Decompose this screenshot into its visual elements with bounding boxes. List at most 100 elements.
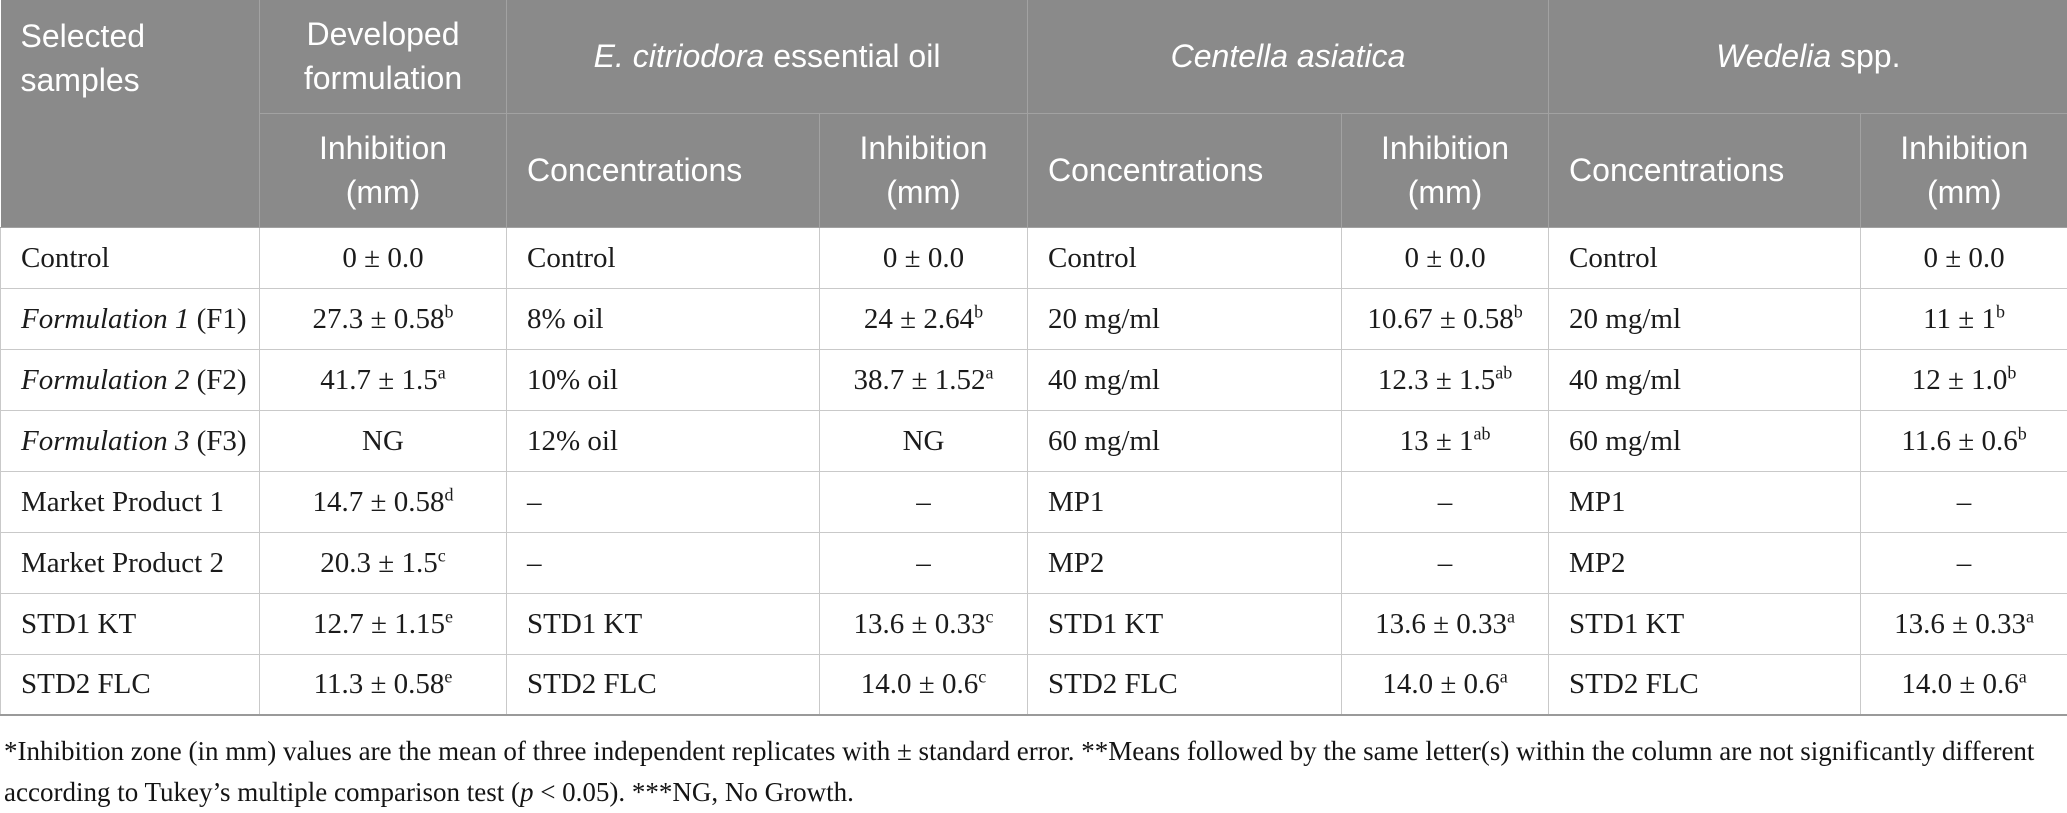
cell-we-inhibition: 11 ± 1b (1861, 288, 2067, 349)
header-we-inhibition: Inhibition (mm) (1861, 113, 2067, 227)
header-ca-concentrations: Concentrations (1028, 113, 1342, 227)
cell-ca-concentration: 40 mg/ml (1028, 349, 1342, 410)
cell-ec-concentration: 12% oil (507, 410, 820, 471)
cell-ca-concentration: MP2 (1028, 532, 1342, 593)
cell-ca-concentration: 60 mg/ml (1028, 410, 1342, 471)
cell-sample: Formulation 2 (F2) (1, 349, 260, 410)
cell-ca-concentration: Control (1028, 227, 1342, 288)
cell-we-inhibition: 0 ± 0.0 (1861, 227, 2067, 288)
cell-ca-inhibition: 10.67 ± 0.58b (1342, 288, 1549, 349)
cell-ca-concentration: 20 mg/ml (1028, 288, 1342, 349)
header-e-citriodora-species: E. citriodora (594, 38, 765, 74)
header-dev-inhibition-label: Inhibition (mm) (296, 126, 471, 214)
header-we-concentrations-label: Concentrations (1569, 152, 1784, 188)
cell-dev-inhibition: 20.3 ± 1.5c (260, 532, 507, 593)
cell-dev-inhibition: 14.7 ± 0.58d (260, 471, 507, 532)
cell-sample: Formulation 3 (F3) (1, 410, 260, 471)
cell-we-concentration: STD2 FLC (1549, 654, 1861, 715)
cell-we-inhibition: 14.0 ± 0.6a (1861, 654, 2067, 715)
header-group-row: Selected samples Developed formulation E… (1, 0, 2067, 113)
cell-ca-concentration: MP1 (1028, 471, 1342, 532)
inhibition-results-table: Selected samples Developed formulation E… (0, 0, 2067, 716)
cell-ec-concentration: STD2 FLC (507, 654, 820, 715)
header-developed-formulation: Developed formulation (260, 0, 507, 113)
cell-ec-inhibition: 14.0 ± 0.6c (820, 654, 1028, 715)
header-wedelia-group: Wedelia spp. (1549, 0, 2067, 113)
header-centella-group: Centella asiatica (1028, 0, 1549, 113)
cell-we-inhibition: – (1861, 532, 2067, 593)
cell-ec-concentration: STD1 KT (507, 593, 820, 654)
header-e-citriodora-rest: essential oil (764, 38, 940, 74)
cell-sample: STD1 KT (1, 593, 260, 654)
cell-we-concentration: 20 mg/ml (1549, 288, 1861, 349)
cell-sample: Market Product 2 (1, 532, 260, 593)
header-ec-concentrations: Concentrations (507, 113, 820, 227)
cell-ec-inhibition: 13.6 ± 0.33c (820, 593, 1028, 654)
header-ec-concentrations-label: Concentrations (527, 152, 742, 188)
table-footnote: *Inhibition zone (in mm) values are the … (0, 716, 2067, 808)
header-ca-inhibition-label: Inhibition (mm) (1358, 126, 1533, 214)
cell-sample: Control (1, 227, 260, 288)
cell-dev-inhibition: 41.7 ± 1.5a (260, 349, 507, 410)
header-developed-formulation-label: Developed formulation (260, 12, 506, 100)
cell-ca-inhibition: 13.6 ± 0.33a (1342, 593, 1549, 654)
header-dev-inhibition: Inhibition (mm) (260, 113, 507, 227)
cell-sample: Market Product 1 (1, 471, 260, 532)
cell-ec-concentration: 10% oil (507, 349, 820, 410)
cell-ec-inhibition: – (820, 532, 1028, 593)
header-we-inhibition-label: Inhibition (mm) (1877, 126, 2052, 214)
header-wedelia-species: Wedelia (1716, 38, 1831, 74)
cell-ec-inhibition: 0 ± 0.0 (820, 227, 1028, 288)
cell-we-concentration: MP1 (1549, 471, 1861, 532)
cell-dev-inhibition: 27.3 ± 0.58b (260, 288, 507, 349)
cell-ec-inhibition: 38.7 ± 1.52a (820, 349, 1028, 410)
header-ec-inhibition: Inhibition (mm) (820, 113, 1028, 227)
cell-ec-concentration: – (507, 471, 820, 532)
cell-ca-inhibition: 12.3 ± 1.5ab (1342, 349, 1549, 410)
cell-we-inhibition: 13.6 ± 0.33a (1861, 593, 2067, 654)
cell-ca-inhibition: – (1342, 532, 1549, 593)
table-header: Selected samples Developed formulation E… (1, 0, 2067, 227)
cell-ec-inhibition: – (820, 471, 1028, 532)
cell-ec-inhibition: 24 ± 2.64b (820, 288, 1028, 349)
header-ec-inhibition-label: Inhibition (mm) (836, 126, 1011, 214)
footnote-text-2: < 0.05). ***NG, No Growth. (533, 777, 853, 807)
cell-ec-concentration: Control (507, 227, 820, 288)
cell-we-inhibition: – (1861, 471, 2067, 532)
footnote-text-1: *Inhibition zone (in mm) values are the … (4, 736, 2034, 807)
cell-ca-concentration: STD2 FLC (1028, 654, 1342, 715)
header-centella-species: Centella asiatica (1171, 38, 1406, 74)
cell-we-concentration: 40 mg/ml (1549, 349, 1861, 410)
cell-ca-inhibition: 0 ± 0.0 (1342, 227, 1549, 288)
cell-we-concentration: 60 mg/ml (1549, 410, 1861, 471)
cell-ca-inhibition: – (1342, 471, 1549, 532)
cell-ec-inhibition: NG (820, 410, 1028, 471)
cell-ca-concentration: STD1 KT (1028, 593, 1342, 654)
header-sub-row: Inhibition (mm) Concentrations Inhibitio… (1, 113, 2067, 227)
cell-we-concentration: Control (1549, 227, 1861, 288)
cell-ec-concentration: – (507, 532, 820, 593)
cell-dev-inhibition: 11.3 ± 0.58e (260, 654, 507, 715)
header-selected-samples-label: Selected samples (21, 14, 216, 102)
header-ca-inhibition: Inhibition (mm) (1342, 113, 1549, 227)
header-selected-samples: Selected samples (1, 0, 260, 227)
cell-we-concentration: STD1 KT (1549, 593, 1861, 654)
cell-dev-inhibition: 0 ± 0.0 (260, 227, 507, 288)
cell-we-inhibition: 11.6 ± 0.6b (1861, 410, 2067, 471)
cell-dev-inhibition: 12.7 ± 1.15e (260, 593, 507, 654)
cell-we-concentration: MP2 (1549, 532, 1861, 593)
cell-sample: STD2 FLC (1, 654, 260, 715)
header-wedelia-rest: spp. (1831, 38, 1900, 74)
cell-dev-inhibition: NG (260, 410, 507, 471)
cell-ca-inhibition: 13 ± 1ab (1342, 410, 1549, 471)
cell-ca-inhibition: 14.0 ± 0.6a (1342, 654, 1549, 715)
